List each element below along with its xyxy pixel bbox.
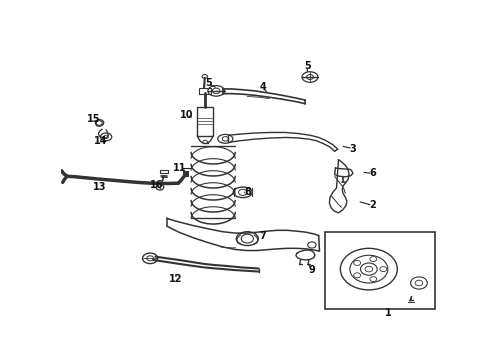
- Text: 3: 3: [349, 144, 356, 153]
- Bar: [325, 232, 435, 309]
- Text: 10: 10: [180, 110, 194, 120]
- Bar: [199, 87, 211, 94]
- Text: 1: 1: [385, 309, 392, 319]
- Text: 13: 13: [93, 182, 106, 192]
- Text: 2: 2: [369, 201, 376, 210]
- Text: 16: 16: [150, 180, 164, 190]
- Text: 12: 12: [169, 274, 183, 284]
- Text: 7: 7: [259, 231, 266, 241]
- Text: 6: 6: [369, 168, 376, 179]
- Text: 5: 5: [205, 78, 212, 89]
- Text: 11: 11: [173, 163, 187, 174]
- Text: 5: 5: [304, 61, 311, 71]
- Text: 15: 15: [87, 114, 100, 125]
- Text: 9: 9: [309, 265, 315, 275]
- Text: 8: 8: [244, 186, 251, 197]
- Text: 4: 4: [259, 82, 266, 92]
- Text: 14: 14: [95, 136, 108, 146]
- Bar: [160, 170, 168, 174]
- Bar: [197, 107, 213, 136]
